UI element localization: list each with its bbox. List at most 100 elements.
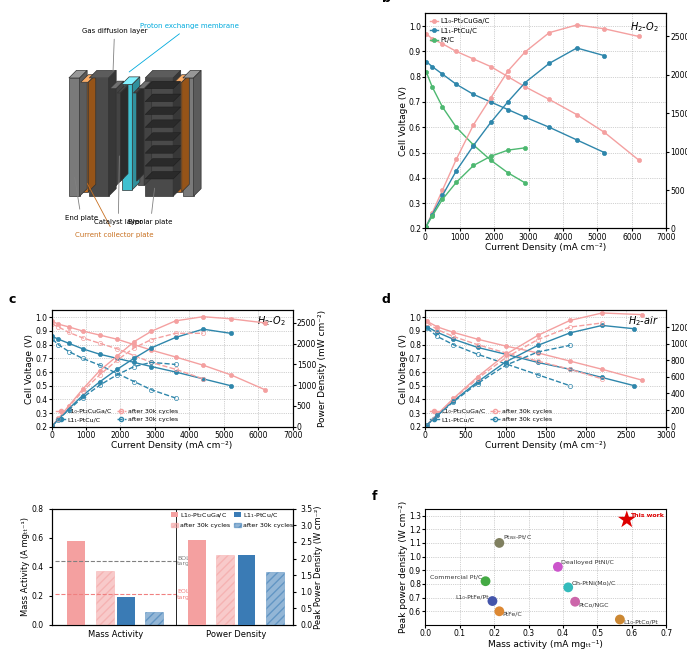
Polygon shape [122,85,133,190]
Text: Current collector plate: Current collector plate [76,183,154,238]
Polygon shape [145,94,181,101]
L1₁-PtCu/C [130,358,138,366]
L1₀-Pt₂CuGa/C [95,331,104,339]
Point [614,614,625,625]
Polygon shape [137,81,152,89]
L1₁-PtCu/C [78,345,87,353]
Text: Dealloyed PtNI/C: Dealloyed PtNI/C [561,560,614,565]
after 30k cycles [54,341,63,349]
Pt/C [521,179,529,187]
L1₀-Pt₂CuGa/C [261,386,269,394]
L1₀-Pt₂CuGa/C [469,55,477,63]
X-axis label: Current Density (mA cm⁻²): Current Density (mA cm⁻²) [485,442,607,450]
Polygon shape [88,75,95,192]
L1₀-Pt₂CuGa/C [438,40,447,48]
L1₀-Pt₂CuGa/C [172,353,180,361]
Polygon shape [145,146,181,153]
Bar [188,540,206,625]
L1₀-Pt₂CuGa/C [422,30,430,38]
L1₀-Pt₂CuGa/C [486,62,495,71]
Legend: L1₀-Pt₂CuGa/C, L1₁-PtCu/C, after 30k cycles, after 30k cycles: L1₀-Pt₂CuGa/C, L1₁-PtCu/C, after 30k cyc… [55,407,179,423]
L1₀-Pt₂CuGa/C [113,335,121,343]
X-axis label: Mass activity (mA mgₜₜ⁻¹): Mass activity (mA mgₜₜ⁻¹) [488,640,603,648]
L1₀-Pt₂CuGa/C [130,341,138,349]
L1₀-Pt₂CuGa/C [598,366,606,374]
Bar [67,542,85,625]
L1₁-PtCu/C [521,113,529,121]
L1₁-PtCu/C [452,80,460,88]
Y-axis label: Cell Voltage (V): Cell Voltage (V) [398,333,407,404]
Bar [216,555,234,625]
Point [480,576,491,587]
Line: Pt/C: Pt/C [424,69,527,185]
X-axis label: Current Density (mA cm⁻²): Current Density (mA cm⁻²) [111,442,233,450]
L1₀-Pt₂CuGa/C [428,35,436,43]
Text: PtFe/C: PtFe/C [503,612,523,617]
Polygon shape [194,71,201,196]
L1₁-PtCu/C [545,123,554,131]
after 30k cycles [65,329,73,337]
Text: Pt$_{NS}$-Pt/C: Pt$_{NS}$-Pt/C [503,533,532,542]
Polygon shape [133,93,137,181]
Polygon shape [110,89,116,185]
Y-axis label: Power Density (mW cm⁻²): Power Density (mW cm⁻²) [317,310,326,427]
Point [570,596,581,607]
Polygon shape [133,77,140,190]
Pt/C [486,156,495,164]
Y-axis label: Cell Voltage (V): Cell Voltage (V) [398,86,407,156]
Text: EOL
target: EOL target [177,589,196,600]
L1₀-Pt₂CuGa/C [449,329,458,337]
L1₀-Pt₂CuGa/C [48,317,56,325]
Text: $H_2$-$O_2$: $H_2$-$O_2$ [631,20,659,34]
after 30k cycles [48,335,56,343]
L1₁-PtCu/C [54,335,63,343]
Line: L1₁-PtCu/C: L1₁-PtCu/C [424,59,607,155]
Polygon shape [173,71,181,196]
Pt/C [504,169,512,177]
after 30k cycles [113,345,121,353]
Legend: L1₀-Pt₂CuGa/C, L1₁-PtCu/C, after 30k cycles, after 30k cycles: L1₀-Pt₂CuGa/C, L1₁-PtCu/C, after 30k cyc… [429,407,553,423]
Line: L1₀-Pt₂CuGa/C: L1₀-Pt₂CuGa/C [50,319,267,392]
after 30k cycles [130,351,138,360]
L1₁-PtCu/C [428,62,436,71]
after 30k cycles [95,339,104,347]
Polygon shape [145,78,173,196]
L1₁-PtCu/C [504,106,512,114]
Polygon shape [174,82,182,192]
Line: after 30k cycles: after 30k cycles [50,337,178,400]
Polygon shape [109,71,116,196]
Polygon shape [80,82,88,192]
Text: d: d [382,293,391,306]
L1₁-PtCu/C [473,343,482,351]
after 30k cycles [199,375,207,383]
Polygon shape [117,85,128,93]
L1₀-Pt₂CuGa/C [65,323,73,331]
Point [487,595,498,606]
L1₀-Pt₂CuGa/C [573,111,581,119]
Polygon shape [145,133,181,140]
Point [494,538,505,548]
Bar [266,572,284,625]
Text: Oh-PtNi(Mo)/C: Oh-PtNi(Mo)/C [572,581,616,586]
after 30k cycles [113,370,121,378]
Text: L1₀-PtFe/Pt: L1₀-PtFe/Pt [455,595,489,599]
Polygon shape [117,93,120,181]
after 30k cycles [147,358,155,366]
L1₀-Pt₂CuGa/C [502,342,510,350]
Polygon shape [145,171,181,179]
Bar [238,555,256,625]
Polygon shape [122,77,140,85]
L1₁-PtCu/C [630,382,638,390]
Text: f: f [372,490,378,503]
Bar [146,612,164,625]
Polygon shape [145,71,181,78]
L1₀-Pt₂CuGa/C [54,320,63,328]
Point [552,562,563,573]
Line: L1₀-Pt₂CuGa/C: L1₀-Pt₂CuGa/C [424,32,641,162]
L1₁-PtCu/C [95,350,104,358]
L1₁-PtCu/C [147,362,155,370]
L1₁-PtCu/C [433,329,442,337]
L1₁-PtCu/C [449,335,458,343]
Polygon shape [182,75,190,192]
after 30k cycles [65,347,73,355]
